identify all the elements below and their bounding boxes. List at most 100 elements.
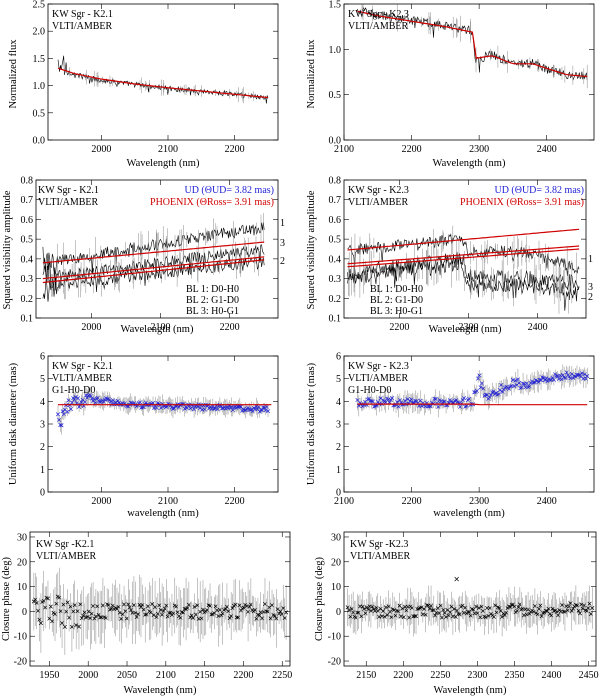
y-tick-label: 0.2 [329,294,342,305]
plot-area [55,387,272,435]
y-tick-label: 10 [331,582,341,593]
x-tick-label: 2150 [356,670,376,681]
annotation-line-3: G1-H0-D0 [348,385,391,396]
plot-area [57,55,269,104]
annotation-line-2: VLTI/AMBER [350,551,411,562]
y-tick-label: -10 [328,632,341,643]
data-point [48,604,53,609]
y-tick-label: 1 [40,465,45,476]
data-point [474,388,479,393]
x-tick-label: 2100 [334,496,354,507]
annotation-line-1: KW Sgr -K2.3 [350,539,408,550]
data-point [590,606,595,611]
x-tick-label: 2400 [537,144,557,155]
data-point [38,621,43,626]
plot-area [355,364,590,418]
data-point [370,399,375,404]
y-axis-label: Closure phase (deg) [1,557,12,641]
y-tick-label: -10 [14,632,27,643]
plot-frame [343,179,587,319]
series-line-5 [347,248,580,268]
plot-frame [343,3,595,141]
y-tick-label: 30 [17,532,27,543]
y-tick-label: 0.3 [21,274,34,285]
y-tick-label: 0.4 [329,254,342,265]
y-tick-label: -20 [14,657,27,668]
y-tick-label: 0 [336,607,341,618]
y-tick-label: 0.3 [329,274,342,285]
y-tick-label: 3 [40,420,45,431]
x-tick-label: 2400 [542,670,562,681]
line-label-2: 2 [588,292,593,303]
line-label-3: 3 [280,238,285,249]
series-line-5 [42,259,265,284]
data-point [65,600,70,605]
panel-ud-diameter-k21: KW Sgr - K2.1 VLTI/AMBER G1-H0-D0 wavele… [8,352,279,519]
line-label-1: 1 [588,254,593,265]
data-point [59,423,64,428]
y-tick-label: 20 [331,557,341,568]
series-observed-0 [42,222,265,276]
annotation-line-2: VLTI/AMBER [36,551,97,562]
data-point [577,611,583,616]
y-axis-label: Uniform disk diameter (mas) [306,362,317,485]
y-axis-label: Squared visibility amplitude [306,190,317,309]
panel-closure-phase-k21: KW Sgr -K2.1 VLTI/AMBER Wavelength (nm) … [1,531,292,696]
data-point [62,624,67,629]
panel-flux-k23: KW Sgr - K2.3 VLTI/AMBER Wavelength (nm)… [306,0,595,169]
y-tick-label: 2 [336,442,341,453]
series-observed-2 [42,257,265,302]
x-tick-label: 2200 [402,144,422,155]
x-tick-label: 2200 [225,144,245,155]
series-line-3 [42,241,265,264]
baseline-label-1: BL 1: D0-H0 [186,284,239,295]
data-point [68,407,73,412]
data-point [75,396,80,401]
y-tick-label: 1.5 [329,0,342,11]
annotation-line-2: VLTI/AMBER [52,373,113,384]
x-axis-label: Wavelength (nm) [121,324,194,335]
plot-frame [29,531,291,667]
y-axis-label: Closure phase (deg) [314,557,325,641]
x-tick-label: 2200 [393,670,413,681]
baseline-label-3: BL 3: H0-G1 [370,306,423,317]
series-observed-2 [347,256,580,311]
plot-area [31,567,289,655]
y-tick-label: 1.5 [33,54,46,65]
plot-frame [35,179,279,319]
x-tick-label: 2100 [156,670,176,681]
legend-phoenix: PHOENIX (ΘRoss= 3.91 mas) [460,197,584,208]
line-label-2: 2 [280,256,285,267]
baseline-label-2: BL 2: G1-D0 [186,295,239,306]
baseline-label-2: BL 2: G1-D0 [370,295,423,306]
y-tick-label: 3 [336,420,341,431]
y-tick-label: 0.5 [21,235,34,246]
y-tick-label: 0.6 [329,215,342,226]
y-tick-label: 2 [40,442,45,453]
series-line-1 [357,10,588,78]
y-tick-label: 4 [336,397,341,408]
x-tick-label: 2050 [117,670,137,681]
annotation-line-2: VLTI/AMBER [348,197,409,208]
y-tick-label: 6 [336,352,341,363]
x-tick-label: 2100 [150,322,170,333]
y-tick-label: 30 [331,532,341,543]
annotation-line-2: VLTI/AMBER [38,197,99,208]
annotation-line-1: KW Sgr - K2.1 [38,185,99,196]
series-line-3 [347,228,580,251]
x-tick-label: 2300 [469,144,489,155]
y-tick-label: 0 [40,488,45,499]
x-tick-label: 2100 [158,496,178,507]
panel-closure-phase-k23: KW Sgr -K2.3 VLTI/AMBER Wavelength (nm) … [314,531,599,696]
y-axis-label: Normalized flux [8,39,19,109]
annotation-line-2: VLTI/AMBER [348,373,409,384]
x-tick-label: 2300 [458,322,478,333]
annotation-line-1: KW Sgr - K2.1 [52,361,113,372]
data-point [45,596,51,601]
plot-area [347,225,580,314]
series-line-4 [347,245,580,265]
plot-frame [343,531,597,667]
data-point [401,615,406,620]
series-line-1 [357,403,588,406]
baseline-label-1: BL 1: D0-H0 [370,284,423,295]
